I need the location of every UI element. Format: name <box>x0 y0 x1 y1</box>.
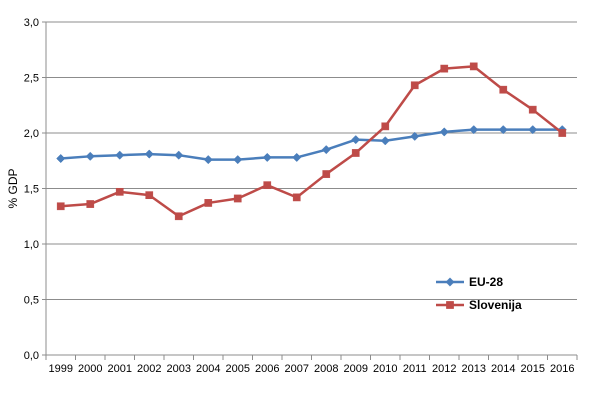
y-tick-label: 2,5 <box>24 73 39 85</box>
data-point-eu-28 <box>262 152 272 162</box>
legend-label-eu-28: EU-28 <box>469 275 503 289</box>
data-point-eu-28 <box>469 125 479 135</box>
x-tick-label: 2002 <box>137 363 161 375</box>
series-line-slovenija <box>60 65 564 218</box>
gridlines <box>46 21 577 300</box>
data-point-slovenija <box>263 181 272 190</box>
y-tick-label: 2,0 <box>24 128 39 140</box>
series-eu-28 <box>56 125 567 165</box>
x-tick-label: 2004 <box>196 363 220 375</box>
x-tick-label: 2011 <box>403 363 427 375</box>
y-tick-label: 3,0 <box>24 17 39 29</box>
series-line-eu-28 <box>60 128 563 161</box>
data-point-eu-28 <box>439 127 449 137</box>
data-point-slovenija <box>469 62 478 71</box>
y-tick-label: 0,5 <box>24 295 39 307</box>
x-tick-label: 2014 <box>491 363 515 375</box>
data-point-eu-28 <box>380 136 390 146</box>
data-point-slovenija <box>381 122 390 131</box>
data-point-slovenija <box>351 149 360 157</box>
x-tick-label: 2008 <box>314 363 338 375</box>
x-tick-label: 2012 <box>432 363 456 375</box>
legend-marker-slovenija <box>446 301 454 309</box>
data-point-slovenija <box>233 194 242 203</box>
data-point-slovenija <box>440 64 449 73</box>
series-layer <box>56 62 567 221</box>
data-point-slovenija <box>528 105 537 114</box>
data-point-slovenija <box>86 200 95 208</box>
y-tick-label: 1,0 <box>24 239 39 251</box>
data-point-eu-28 <box>498 125 508 135</box>
y-axis-title: % GDP <box>6 168 20 208</box>
data-point-eu-28 <box>528 125 538 135</box>
data-point-slovenija <box>292 193 301 202</box>
data-point-slovenija <box>410 81 419 90</box>
data-point-slovenija <box>56 202 65 211</box>
axes <box>42 21 578 360</box>
data-point-eu-28 <box>410 131 420 141</box>
legend-label-slovenija: Slovenija <box>469 298 522 312</box>
tick-labels: 0,0 0,5 1,0 1,5 2,0 2,5 3,0 1999 2000 2001 2002 200… <box>24 17 575 375</box>
legend-marker-eu-28 <box>445 277 455 287</box>
y-tick-label: 0,0 <box>24 350 39 362</box>
data-point-slovenija <box>115 187 124 196</box>
data-point-eu-28 <box>144 149 154 159</box>
x-tick-label: 2016 <box>550 363 574 375</box>
data-point-eu-28 <box>115 150 125 160</box>
data-point-eu-28 <box>85 151 95 161</box>
x-tick-label: 2013 <box>462 363 486 375</box>
legend: EU-28 Slovenija <box>436 275 522 312</box>
data-point-eu-28 <box>233 155 243 165</box>
data-point-eu-28 <box>321 145 331 155</box>
data-point-slovenija <box>204 199 213 207</box>
data-point-slovenija <box>322 170 331 178</box>
data-point-eu-28 <box>351 135 361 145</box>
x-tick-label: 2015 <box>521 363 545 375</box>
y-tick-label: 1,5 <box>24 184 39 196</box>
x-tick-label: 2010 <box>373 363 397 375</box>
x-tick-label: 2003 <box>167 363 191 375</box>
data-point-slovenija <box>145 191 154 200</box>
x-tick-label: 2006 <box>255 363 279 375</box>
x-tick-label: 2007 <box>285 363 309 375</box>
data-point-eu-28 <box>203 155 213 165</box>
series-slovenija <box>56 62 567 221</box>
x-tick-label: 2001 <box>108 363 132 375</box>
data-point-eu-28 <box>56 153 66 164</box>
x-tick-label: 2000 <box>78 363 102 375</box>
x-tick-label: 2005 <box>226 363 250 375</box>
x-tick-label: 1999 <box>49 363 73 375</box>
data-point-slovenija <box>558 129 567 137</box>
data-point-slovenija <box>174 212 183 221</box>
data-point-eu-28 <box>292 152 302 162</box>
data-point-eu-28 <box>174 150 184 160</box>
data-point-slovenija <box>499 85 508 94</box>
x-tick-label: 2009 <box>344 363 368 375</box>
